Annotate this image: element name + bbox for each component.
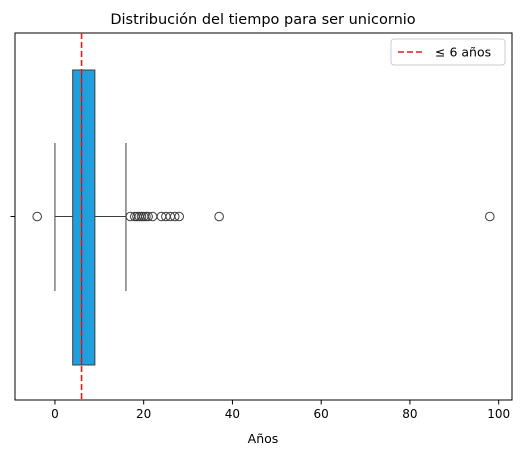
legend: ≤ 6 años	[390, 38, 506, 66]
outlier-point	[214, 211, 224, 222]
interquartile-box	[72, 69, 96, 366]
x-tick-label: 60	[314, 407, 329, 421]
legend-label: ≤ 6 años	[435, 45, 491, 60]
chart-title: Distribución del tiempo para ser unicorn…	[110, 12, 415, 28]
outlier-point	[136, 211, 147, 222]
x-tick-label: 0	[51, 407, 59, 421]
box-plot	[54, 69, 127, 366]
x-axis-ticks: 0 20 40 60 80 100	[51, 400, 510, 421]
x-tick-label: 100	[487, 407, 510, 421]
outlier-points	[32, 211, 495, 222]
x-tick-label: 40	[225, 407, 240, 421]
outlier-point	[174, 211, 184, 222]
x-axis-label: Años	[248, 431, 279, 446]
outlier-point	[485, 211, 495, 222]
legend-box	[390, 38, 506, 66]
outlier-point	[143, 211, 153, 222]
outlier-point	[169, 211, 180, 222]
x-tick-label: 20	[136, 407, 151, 421]
outlier-point	[141, 211, 151, 222]
x-tick-label: 80	[402, 407, 417, 421]
outlier-point	[32, 211, 42, 222]
